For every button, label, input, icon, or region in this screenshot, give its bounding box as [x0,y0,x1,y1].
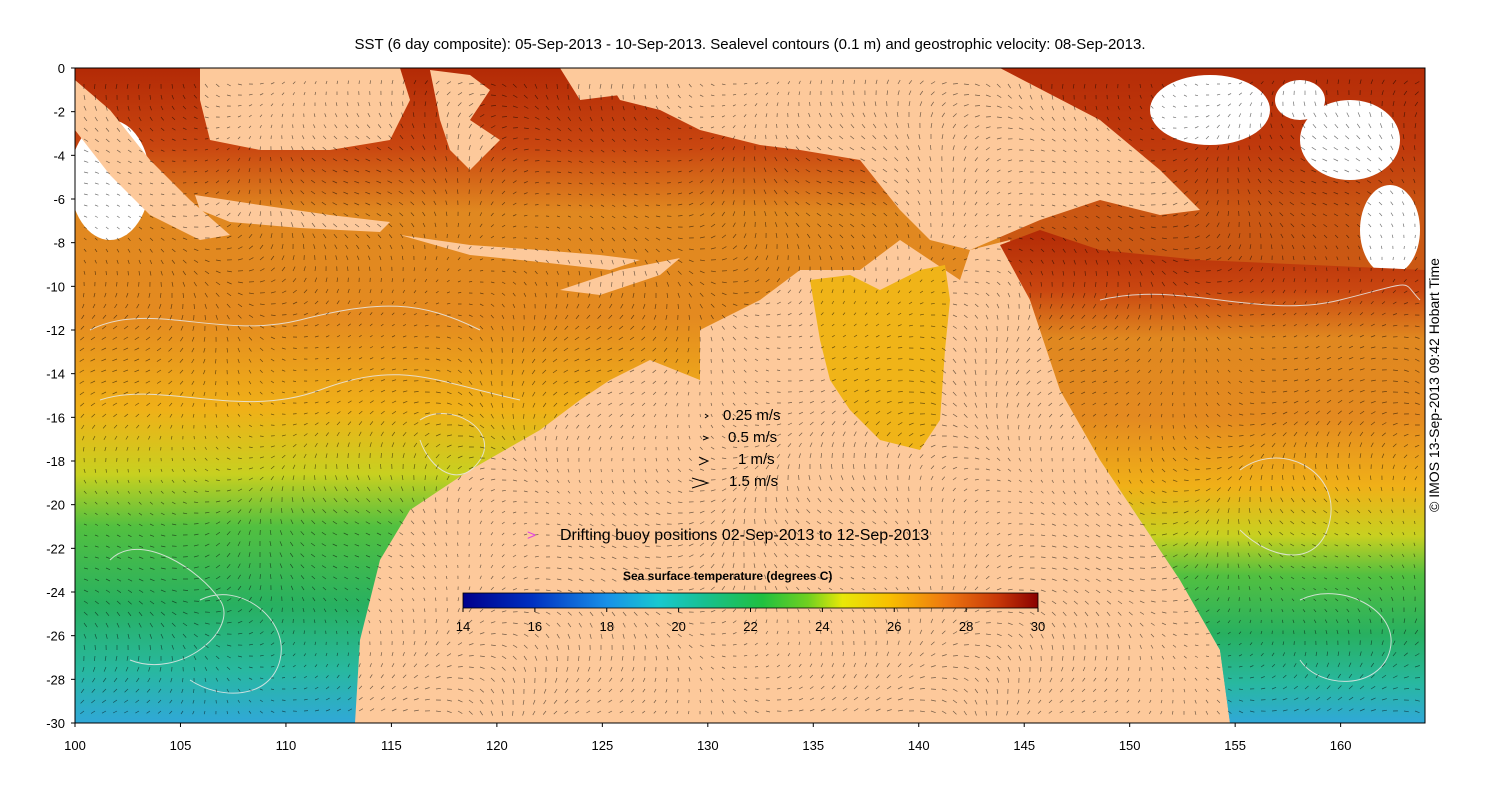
colorbar: 14 16 18 20 22 24 26 28 30 [456,592,1045,634]
y-tick-label: -8 [53,236,65,251]
x-axis: 100 105 110 115 120 125 130 135 140 145 150 155 160 [64,723,1351,753]
colorbar-tick-label: 22 [743,619,757,634]
velocity-key-arrows [691,413,710,489]
colorbar-scale [462,592,1039,609]
new-guinea [600,68,1200,250]
y-tick-label: -22 [46,541,65,556]
x-tick-label: 125 [591,738,613,753]
velocity-key-2: 1 m/s [738,451,775,468]
gulf-of-carpentaria [810,265,950,450]
colorbar-tick-label: 30 [1031,619,1045,634]
x-tick-label: 115 [381,738,402,753]
colorbar-tick-label: 24 [815,619,829,634]
y-tick-label: -28 [46,672,65,687]
colorbar-tick-label: 14 [456,619,470,634]
y-tick-label: -16 [46,410,65,425]
y-tick-label: -30 [46,716,65,731]
velocity-key-1: 0.5 m/s [728,429,778,446]
x-tick-label: 150 [1119,738,1141,753]
x-tick-label: 155 [1224,738,1246,753]
y-tick-label: -10 [46,279,65,294]
y-tick-label: -24 [46,585,65,600]
vector-field [79,79,1421,716]
x-tick-label: 105 [170,738,192,753]
x-tick-label: 130 [697,738,719,753]
y-tick-label: 0 [58,61,65,76]
java [195,195,390,232]
map-frame [74,67,1426,724]
map-title: SST (6 day composite): 05-Sep-2013 - 10-… [354,36,1146,53]
x-tick-label: 135 [802,738,824,753]
sunda-islands [400,235,640,270]
y-tick-label: -18 [46,454,65,469]
x-tick-label: 120 [486,738,508,753]
colorbar-tick-label: 28 [959,619,973,634]
sumatra [75,80,230,240]
y-tick-label: -4 [53,148,65,163]
buoy-legend-symbol: > [527,527,536,544]
x-tick-label: 140 [908,738,930,753]
colorbar-tick-label: 20 [671,619,685,634]
coral-sea [1000,230,1425,723]
buoy-legend-label: Drifting buoy positions 02-Sep-2013 to 1… [560,527,930,544]
x-tick-label: 160 [1330,738,1352,753]
y-tick-label: -6 [53,192,65,207]
y-tick-label: -14 [46,367,65,382]
timor [560,258,680,295]
colorbar-title: Sea surface temperature (degrees C) [623,569,833,583]
y-tick-label: -20 [46,498,65,513]
y-tick-label: -2 [53,105,65,120]
y-axis: 0 -2 -4 -6 -8 -10 -12 -14 -16 -18 -20 -22 -24 -26 -28 -… [46,61,75,731]
colorbar-tick-label: 26 [887,619,901,634]
x-tick-label: 100 [64,738,86,753]
velocity-vectors [79,79,1421,716]
map-area [75,68,1425,723]
borneo [200,68,410,150]
y-tick-label: -26 [46,629,65,644]
velocity-key-3: 1.5 m/s [729,473,779,490]
colorbar-tick-label: 18 [600,619,614,634]
x-tick-label: 145 [1013,738,1035,753]
x-tick-label: 110 [276,738,297,753]
colorbar-ticks: 14 16 18 20 22 24 26 28 30 [456,608,1045,634]
velocity-key-0: 0.25 m/s [723,407,781,424]
northern-island [560,68,640,100]
credit-text: © IMOS 13-Sep-2013 09:42 Hobart Time [1426,258,1442,512]
colorbar-tick-label: 16 [528,619,542,634]
y-tick-label: -12 [46,323,65,338]
